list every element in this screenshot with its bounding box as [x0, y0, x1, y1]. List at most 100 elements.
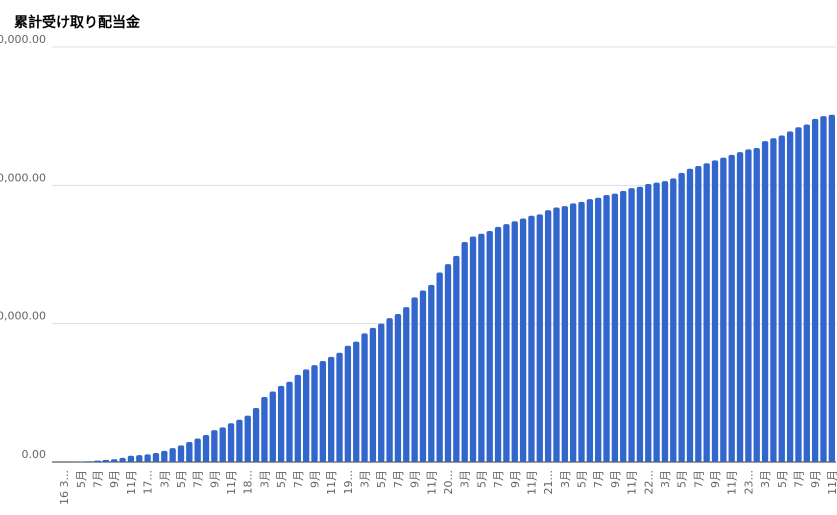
- bar: [444, 264, 452, 462]
- bar: [795, 127, 802, 462]
- x-tick-label: 19...: [342, 470, 355, 495]
- bar: [219, 427, 226, 462]
- bar: [369, 327, 377, 462]
- bar: [269, 391, 276, 462]
- bar: [553, 207, 560, 462]
- bar: [778, 135, 785, 463]
- bar: [161, 450, 168, 462]
- bar: [378, 323, 385, 462]
- bar: [453, 255, 460, 462]
- bar: [753, 147, 760, 462]
- x-tick-label: 11月: [626, 470, 639, 495]
- x-tick-label: 7月: [492, 470, 505, 488]
- x-tick-label: 16 3...: [58, 470, 71, 505]
- bar: [186, 441, 193, 462]
- bar: [419, 290, 427, 462]
- bar: [636, 186, 644, 462]
- y-tick-label: 30,000.00: [0, 33, 46, 46]
- x-tick-label: 9月: [308, 470, 321, 488]
- x-tick-label: 5月: [375, 470, 388, 488]
- bar: [311, 365, 318, 462]
- bar: [628, 188, 635, 462]
- bar: [169, 448, 176, 462]
- bar: [394, 313, 402, 462]
- bar: [277, 385, 285, 462]
- bar: [586, 199, 594, 462]
- bar: [294, 374, 301, 462]
- bar: [302, 369, 310, 462]
- x-tick-label: 7月: [292, 470, 305, 488]
- bar: [94, 460, 101, 462]
- x-tick-label: 5月: [776, 470, 789, 488]
- bar: [720, 157, 727, 462]
- x-tick-label: 7月: [592, 470, 605, 488]
- x-tick-label: 5月: [676, 470, 689, 488]
- x-tick-label: 23...: [742, 470, 755, 495]
- x-tick-label: 9月: [609, 470, 622, 488]
- x-tick-label: 11月: [826, 470, 837, 495]
- bar: [227, 423, 235, 462]
- bar: [786, 131, 794, 462]
- x-tick-label: 11月: [125, 470, 138, 495]
- x-tick-label: 9月: [809, 470, 822, 488]
- y-tick-label: 10,000.00: [0, 310, 46, 323]
- x-tick-label: 3月: [158, 470, 171, 488]
- x-tick-label: 7月: [192, 470, 205, 488]
- x-tick-label: 5月: [275, 470, 288, 488]
- bar: [328, 356, 335, 462]
- bar: [620, 190, 627, 462]
- x-tick-label: 3月: [759, 470, 772, 488]
- bar: [261, 396, 268, 462]
- bar: [136, 455, 143, 462]
- bar: [803, 124, 810, 462]
- x-tick-label: 7月: [792, 470, 805, 488]
- bar: [770, 138, 777, 463]
- chart-title: 累計受け取り配当金: [14, 14, 141, 31]
- bar: [761, 141, 769, 463]
- x-tick-label: 3月: [659, 470, 672, 488]
- bar: [728, 154, 735, 462]
- bar: [653, 182, 660, 463]
- bar: [111, 459, 118, 462]
- bar: [569, 203, 577, 463]
- x-tick-label: 5月: [75, 470, 88, 488]
- bar: [436, 272, 443, 462]
- x-tick-label: 17...: [142, 470, 155, 495]
- bar: [603, 195, 610, 462]
- bar: [336, 352, 343, 462]
- bar: [661, 181, 669, 462]
- bar: [511, 221, 518, 462]
- bar: [828, 114, 835, 463]
- bar: [428, 284, 435, 462]
- bar: [536, 214, 543, 462]
- bar: [411, 297, 418, 462]
- x-tick-label: 7月: [92, 470, 105, 488]
- bar: [645, 183, 652, 462]
- x-tick-label: 9月: [409, 470, 422, 488]
- y-tick-label: 0.00: [22, 448, 47, 461]
- x-tick-label: 5月: [475, 470, 488, 488]
- x-tick-label: 3月: [559, 470, 572, 488]
- bar: [519, 218, 527, 462]
- bar: [461, 242, 468, 462]
- bar: [119, 457, 126, 462]
- x-tick-label: 11月: [525, 470, 538, 495]
- bar: [252, 408, 260, 462]
- bar: [611, 193, 619, 462]
- x-tick-label: 9月: [709, 470, 722, 488]
- bar: [678, 172, 685, 462]
- bar: [478, 233, 485, 462]
- bar: [494, 226, 502, 462]
- bar: [244, 415, 251, 462]
- bar: [386, 318, 393, 462]
- bar: [711, 160, 719, 462]
- bar: [578, 201, 585, 462]
- bar: [469, 236, 477, 462]
- bar: [319, 361, 327, 462]
- x-tick-label: 9月: [108, 470, 121, 488]
- x-tick-label: 3月: [258, 470, 271, 488]
- bar: [544, 210, 552, 462]
- bar: [703, 163, 710, 462]
- bar: [561, 206, 568, 462]
- x-tick-label: 3月: [459, 470, 472, 488]
